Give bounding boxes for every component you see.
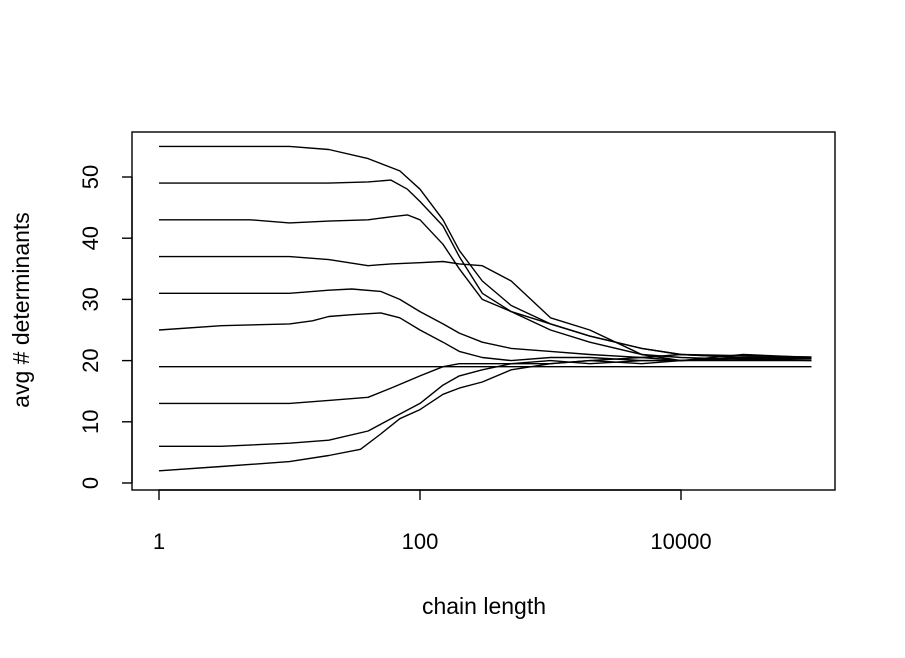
x-tick-label-2: 100: [402, 529, 439, 554]
series-line-6: [158, 312, 812, 362]
y-axis: 0 10 20 30 40 50: [78, 165, 133, 489]
x-axis-label: chain length: [422, 593, 546, 619]
series-line-5: [159, 288, 812, 362]
series-group: [158, 145, 812, 472]
series-line-10: [158, 358, 812, 472]
y-tick-label-2: 10: [78, 410, 103, 434]
series-line-8: [159, 353, 812, 405]
y-tick-label-3: 20: [78, 348, 103, 372]
y-axis-label: avg # determinants: [8, 212, 34, 408]
y-tick-label-1: 0: [78, 477, 103, 489]
x-axis: 1 100 10000: [153, 489, 712, 554]
series-line-3: [159, 214, 812, 362]
y-tick-label-5: 40: [78, 226, 103, 250]
plot-area-border: [131, 131, 836, 491]
series-line-4: [159, 255, 812, 362]
y-tick-label-6: 50: [78, 165, 103, 189]
y-tick-label-4: 30: [78, 287, 103, 311]
x-tick-label-1: 1: [153, 529, 165, 554]
x-tick-label-3: 10000: [650, 529, 711, 554]
series-line-2: [159, 179, 812, 360]
series-line-9: [159, 359, 812, 447]
